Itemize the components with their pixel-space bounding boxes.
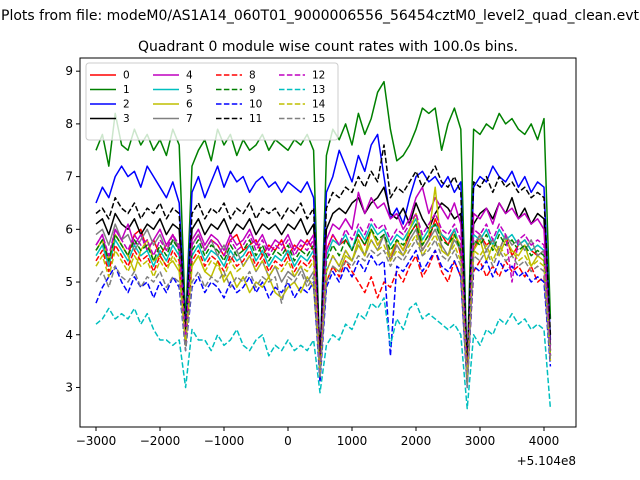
x-tick-label: 4000 bbox=[529, 434, 560, 448]
x-tick-label: −1000 bbox=[204, 434, 245, 448]
y-tick-label: 4 bbox=[65, 328, 73, 342]
plot-frame bbox=[79, 57, 577, 428]
legend-label: 3 bbox=[123, 113, 130, 125]
legend-label: 14 bbox=[312, 99, 326, 111]
legend-label: 9 bbox=[249, 84, 256, 96]
legend-box bbox=[85, 62, 339, 141]
x-tick-label: −3000 bbox=[76, 434, 117, 448]
legend-label: 7 bbox=[186, 113, 193, 125]
series-line-14 bbox=[95, 233, 552, 383]
figure-suptitle: Plots from file: modeM0/AS1A14_060T01_90… bbox=[1, 8, 639, 24]
legend-label: 4 bbox=[186, 70, 193, 82]
x-tick-label: 2000 bbox=[401, 434, 432, 448]
legend-label: 2 bbox=[123, 99, 130, 111]
legend-label: 1 bbox=[123, 84, 130, 96]
legend-label: 15 bbox=[312, 113, 325, 125]
legend-label: 10 bbox=[249, 99, 262, 111]
series-line-13 bbox=[95, 297, 552, 410]
legend-label: 5 bbox=[186, 84, 193, 96]
legend-label: 0 bbox=[123, 70, 130, 82]
series-line-15 bbox=[95, 239, 552, 389]
legend-label: 6 bbox=[186, 99, 193, 111]
y-tick-label: 8 bbox=[65, 117, 73, 131]
x-offset-label: +5.104e8 bbox=[517, 454, 576, 468]
legend-label: 11 bbox=[249, 113, 262, 125]
x-tick-label: −2000 bbox=[140, 434, 181, 448]
x-tick-label: 1000 bbox=[337, 434, 368, 448]
chart-title: Quadrant 0 module wise count rates with … bbox=[138, 39, 518, 55]
y-tick-label: 7 bbox=[65, 170, 73, 184]
series-line-12 bbox=[95, 212, 552, 378]
legend-label: 12 bbox=[312, 70, 325, 82]
y-tick-label: 9 bbox=[65, 64, 73, 78]
x-tick-label: 3000 bbox=[465, 434, 496, 448]
x-tick-label: 0 bbox=[284, 434, 292, 448]
y-tick-label: 5 bbox=[65, 275, 73, 289]
y-tick-label: 3 bbox=[65, 380, 73, 394]
tick-layer: −3000 −2000 −1000 0 1000 2000 3000 4000 3 4 5 6 7 8 9 bbox=[65, 64, 559, 448]
series-line-11 bbox=[95, 144, 552, 368]
legend-label: 8 bbox=[249, 70, 256, 82]
y-tick-label: 6 bbox=[65, 222, 73, 236]
legend-label: 13 bbox=[312, 84, 325, 96]
